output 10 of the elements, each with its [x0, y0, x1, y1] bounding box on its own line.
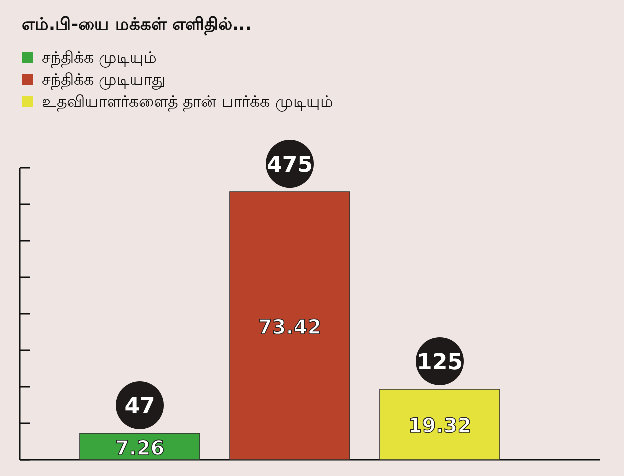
legend-label: சந்திக்க முடியும்	[42, 48, 158, 68]
legend-label: உதவியாளர்களைத் தான் பார்க்க முடியும்	[42, 92, 334, 112]
annotation: 125	[417, 350, 463, 376]
annotation: 475	[267, 153, 313, 178]
legend-label: சந்திக்க முடியாது	[42, 70, 166, 90]
data-label: 7.26	[115, 436, 165, 460]
data-label: 73.42	[258, 315, 322, 340]
data-label: 19.32	[408, 414, 472, 438]
chart-title: எம்.பி-யை மக்கள் எளிதில்...	[22, 15, 252, 35]
annotation: 47	[124, 394, 156, 420]
